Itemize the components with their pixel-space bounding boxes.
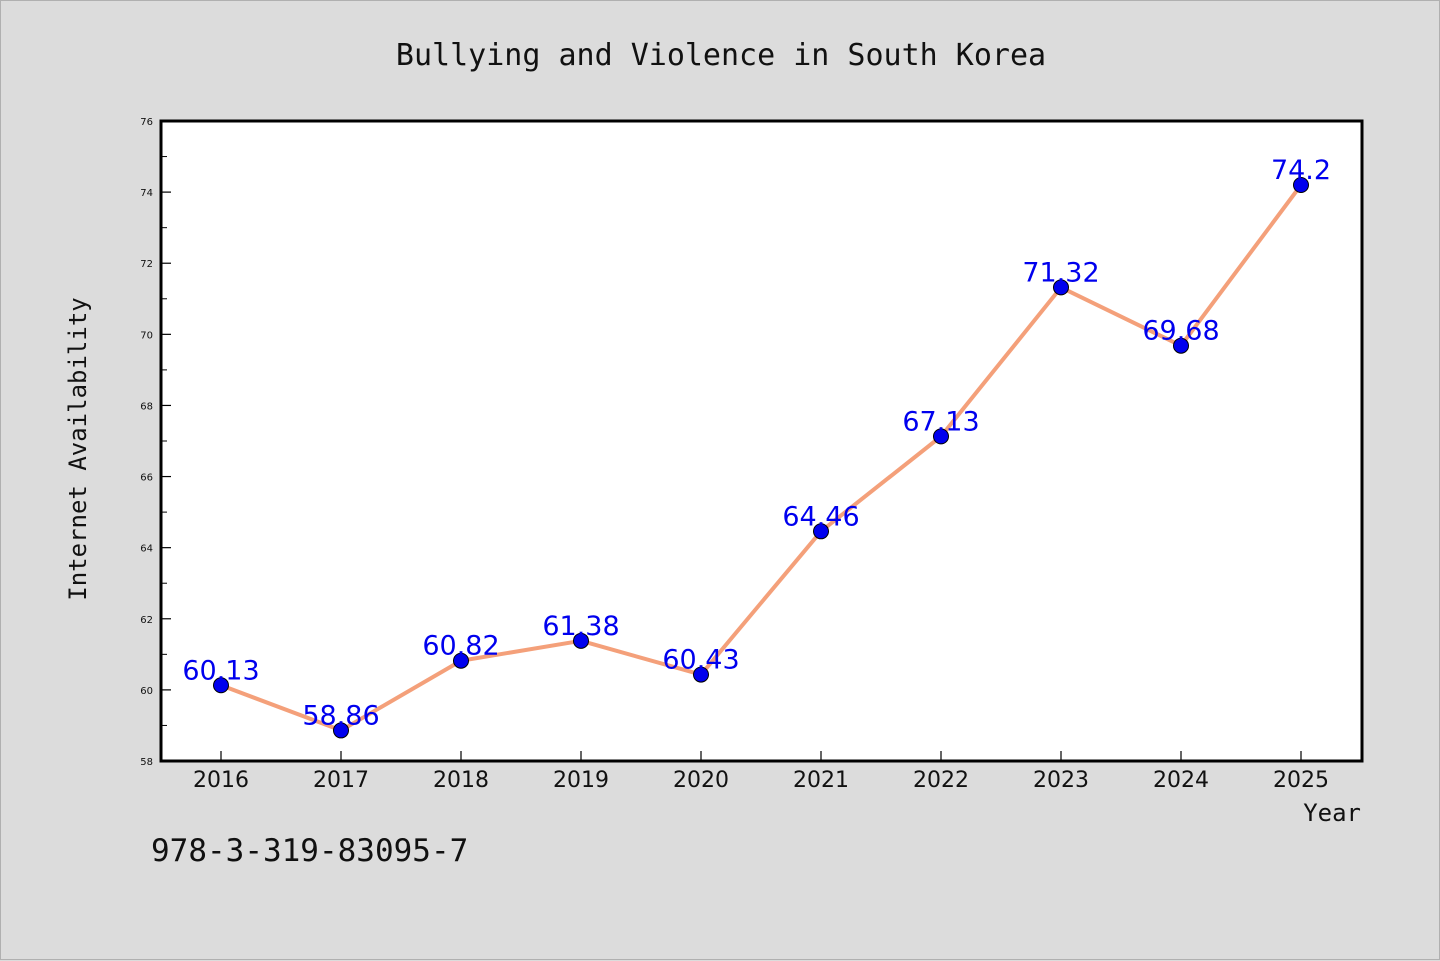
y-tick-label: 72 [140, 259, 153, 270]
data-label: 69.68 [1142, 316, 1219, 347]
data-point [333, 722, 349, 739]
y-tick-label: 58 [140, 757, 153, 768]
data-point [1293, 177, 1309, 193]
x-tick-label: 2025 [1273, 768, 1329, 793]
y-tick-label: 60 [140, 686, 153, 697]
series-line [220, 183, 1303, 733]
data-point [1053, 279, 1069, 296]
data-label: 71.32 [1022, 257, 1099, 288]
data-point [213, 677, 229, 694]
data-label: 60.43 [662, 645, 739, 676]
x-tick-label: 2022 [913, 768, 969, 793]
y-tick-label: 74 [140, 188, 153, 199]
data-point [573, 632, 589, 649]
data-label: 74.2 [1271, 155, 1331, 186]
data-label: 60.82 [422, 631, 499, 662]
x-tick-label: 2023 [1033, 768, 1089, 793]
y-axis: 58 60 62 64 66 68 70 72 74 76 [140, 117, 171, 768]
x-tick-label: 2024 [1153, 768, 1209, 793]
chart-title: Bullying and Violence in South Korea [396, 38, 1046, 73]
y-tick-label: 70 [140, 330, 153, 341]
y-axis-label: Internet Availability [64, 297, 92, 600]
x-tick-label: 2018 [433, 768, 489, 793]
y-tick-label: 64 [140, 544, 153, 555]
x-axis-label: Year [1303, 799, 1361, 827]
data-point [933, 428, 949, 445]
series-layer: 60.13 58.86 60.82 61.38 60.43 64.46 67.13 71.32… [182, 155, 1331, 739]
x-tick-label: 2020 [673, 768, 729, 793]
data-label: 60.13 [182, 655, 259, 686]
data-point [453, 652, 469, 669]
y-tick-label: 62 [140, 615, 153, 626]
plot-area [159, 119, 1364, 763]
data-label: 58.86 [302, 700, 379, 731]
y-tick-label: 66 [140, 473, 153, 484]
x-tick-label: 2016 [193, 768, 249, 793]
x-tick-label: 2019 [553, 768, 609, 793]
data-point [693, 666, 709, 683]
y-tick-label: 76 [140, 117, 153, 128]
data-label: 61.38 [542, 611, 619, 642]
x-axis: 2016 2017 2018 2019 2020 2021 2022 2023 2024 2025 [193, 751, 1329, 793]
data-point [1173, 337, 1189, 354]
isbn-note: 978-3-319-83095-7 [151, 833, 469, 869]
data-label: 67.13 [902, 406, 979, 437]
x-tick-label: 2021 [793, 768, 849, 793]
data-point [813, 523, 829, 540]
data-label: 64.46 [782, 501, 859, 532]
y-tick-label: 68 [140, 401, 153, 412]
x-tick-label: 2017 [313, 768, 369, 793]
